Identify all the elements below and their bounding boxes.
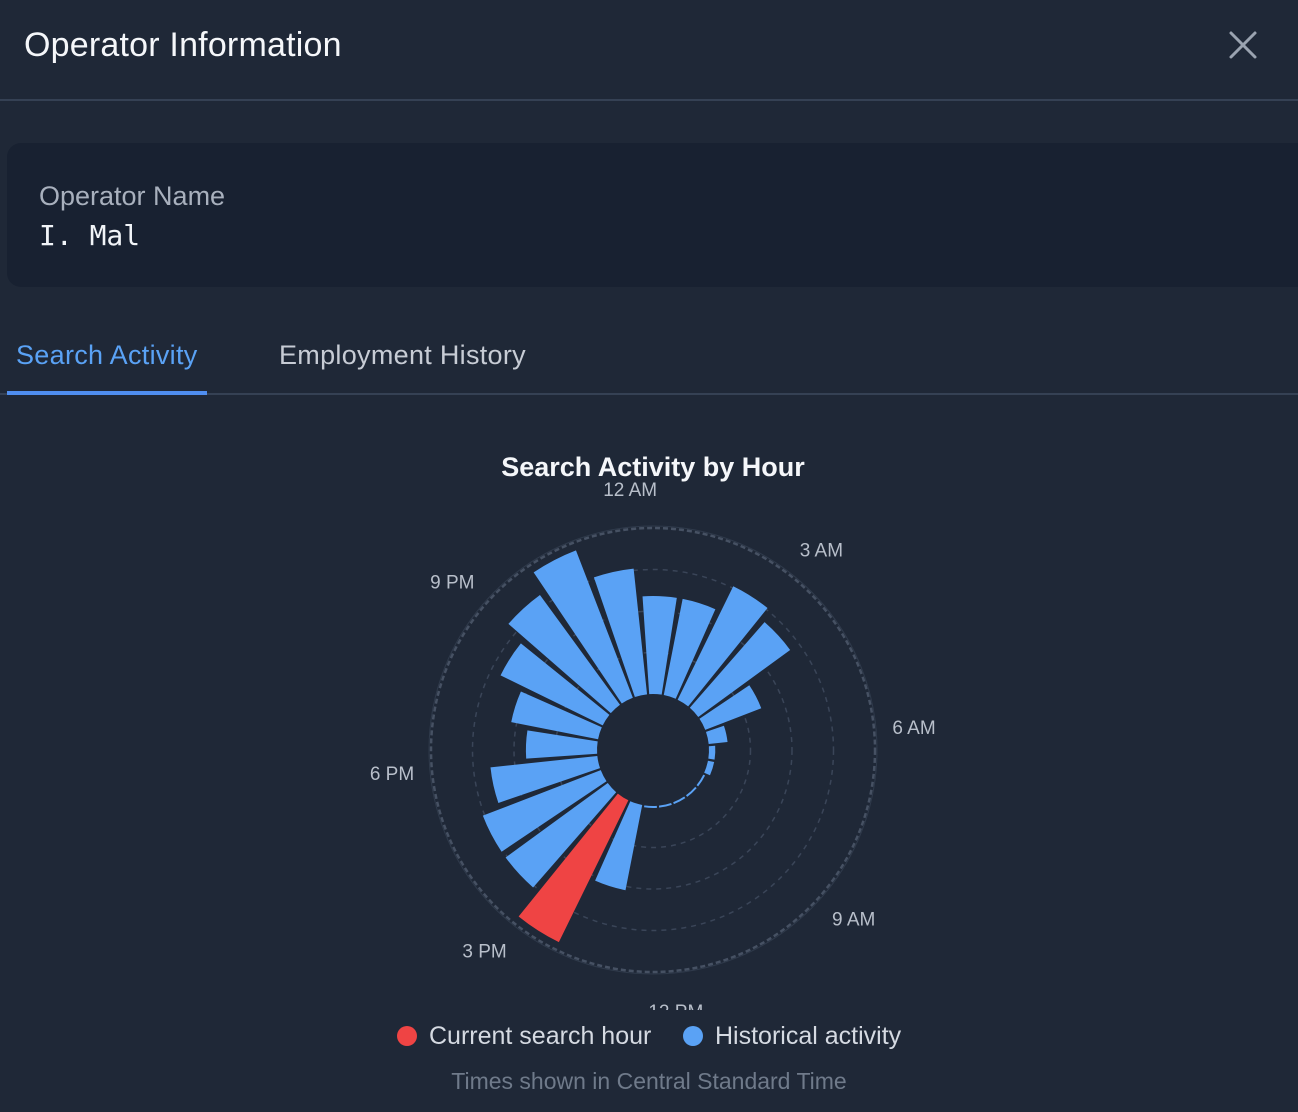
legend-dot-historical-icon [683, 1026, 703, 1046]
bar-hour-13 [595, 801, 643, 891]
bar-hour-8 [696, 774, 706, 787]
tab-employment-history[interactable]: Employment History [279, 340, 526, 370]
chart-bars [482, 550, 791, 943]
bar-hour-15 [505, 782, 617, 888]
grid-ring-border [428, 525, 878, 975]
legend-label-historical: Historical activity [715, 1022, 902, 1050]
bar-hour-1 [663, 598, 716, 699]
bar-hour-22 [533, 550, 633, 704]
bar-hour-10 [673, 796, 686, 805]
dialog-title: Operator Information [24, 26, 342, 64]
legend-label-current: Current search hour [429, 1022, 652, 1050]
legend-dot-current-icon [397, 1026, 417, 1046]
chart-title: Search Activity by Hour [501, 452, 805, 482]
angle-label-2: 6 AM [892, 718, 935, 739]
bar-hour-19 [511, 691, 602, 740]
chart-grid [428, 525, 878, 975]
operator-card: Operator Name I. Mal [7, 143, 1298, 287]
search-activity-chart: Search Activity by Hour 12 AM 3 AM 6 AM 9 A… [370, 452, 936, 1010]
bar-hour-17 [490, 755, 601, 803]
bar-hour-23 [593, 568, 648, 698]
bar-hour-9 [685, 786, 697, 797]
angle-label-1: 3 AM [800, 540, 843, 561]
operator-name-label: Operator Name [39, 181, 226, 211]
grid-ring-outer [429, 526, 877, 974]
dialog-header: Operator Information [0, 0, 1298, 101]
angle-label-4: 12 PM [648, 1002, 703, 1010]
bar-hour-21 [508, 594, 621, 714]
angle-label-0: 12 AM [603, 480, 657, 501]
angle-label-3: 9 AM [832, 909, 875, 930]
bar-hour-16 [482, 770, 607, 852]
tab-bar: Search Activity Employment History [0, 318, 1298, 395]
bar-current-hour [518, 793, 629, 943]
tab-search-activity[interactable]: Search Activity [7, 318, 207, 395]
chart-angle-labels: 12 AM 3 AM 6 AM 9 AM 12 PM 3 PM 6 PM 9 PM [370, 480, 936, 1010]
bar-hour-18 [525, 730, 598, 759]
bar-hour-6 [708, 745, 716, 760]
bar-hour-7 [704, 760, 715, 776]
bar-hour-20 [500, 643, 610, 726]
chart-legend: Current search hour Historical activity [0, 1016, 1298, 1056]
bar-hour-12 [644, 805, 657, 808]
bar-hour-0 [642, 596, 677, 695]
angle-label-6: 6 PM [370, 764, 414, 785]
bar-hour-3 [689, 622, 791, 718]
bar-hour-11 [658, 802, 672, 808]
operator-name-value: I. Mal [39, 219, 141, 252]
bar-hour-4 [699, 685, 762, 730]
timezone-note: Times shown in Central Standard Time [451, 1068, 847, 1094]
grid-ring-3 [471, 568, 835, 932]
close-icon[interactable] [1222, 24, 1264, 66]
angle-label-5: 3 PM [462, 942, 506, 963]
grid-ring-1 [554, 651, 752, 849]
angle-label-7: 9 PM [430, 573, 474, 594]
bar-hour-5 [705, 725, 728, 745]
bar-hour-2 [677, 586, 768, 707]
